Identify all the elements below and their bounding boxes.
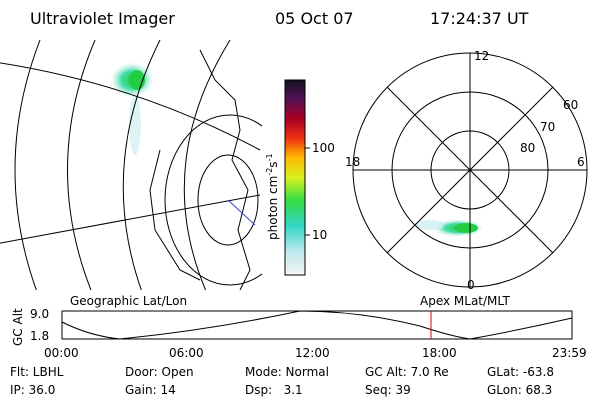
status: IP: 36.0 (10, 383, 55, 397)
unit-exp: -1 (265, 153, 274, 161)
status: Dsp: 3.1 (245, 383, 303, 397)
status: GLat: -63.8 (487, 365, 554, 379)
mlt-label: 12 (474, 49, 489, 63)
mlt-label: 18 (345, 155, 360, 169)
mlat-label: 70 (540, 120, 555, 134)
unit: photon cm (266, 176, 280, 240)
status: GC Alt: 7.0 Re (365, 365, 449, 379)
colorbar-label: photon cm-2s-1 (265, 153, 280, 240)
status: GLon: 68.3 (487, 383, 552, 397)
time-tick: 00:00 (44, 346, 79, 360)
footer: Flt: LBHL Door: Open Mode: Normal GC Alt… (10, 365, 554, 397)
altitude-strip: GC Alt 9.0 1.8 00:00 06:00 12:00 18:00 2… (11, 307, 587, 360)
geo-map (0, 40, 262, 290)
alt-tick: 9.0 (30, 307, 49, 321)
time-tick: 23:59 (552, 346, 587, 360)
unit-exp: -2 (265, 168, 274, 176)
status: Seq: 39 (365, 383, 411, 397)
status: Flt: LBHL (10, 365, 64, 379)
alt-tick: 1.8 (30, 329, 49, 343)
polar-plot: 12 18 6 0 60 70 80 (345, 49, 588, 292)
colorbar-tick: 10 (312, 228, 327, 242)
mlat-label: 80 (520, 141, 535, 155)
mlt-label: 6 (577, 155, 585, 169)
mlat-label: 60 (563, 98, 578, 112)
time-tick: 06:00 (169, 346, 204, 360)
colorbar (284, 79, 306, 276)
unit: s (266, 161, 280, 167)
status: Gain: 14 (125, 383, 176, 397)
time-tick: 12:00 (295, 346, 330, 360)
panel-label: Apex MLat/MLT (420, 294, 510, 308)
panel-label: Geographic Lat/Lon (70, 294, 187, 308)
mlt-label: 0 (467, 278, 475, 292)
title: Ultraviolet Imager (30, 9, 175, 28)
colorbar-tick: 100 (312, 141, 335, 155)
status: Mode: Normal (245, 365, 329, 379)
status: Door: Open (125, 365, 194, 379)
time: 17:24:37 UT (430, 9, 529, 28)
date: 05 Oct 07 (275, 9, 354, 28)
alt-label: GC Alt (11, 308, 25, 346)
time-tick: 18:00 (422, 346, 457, 360)
